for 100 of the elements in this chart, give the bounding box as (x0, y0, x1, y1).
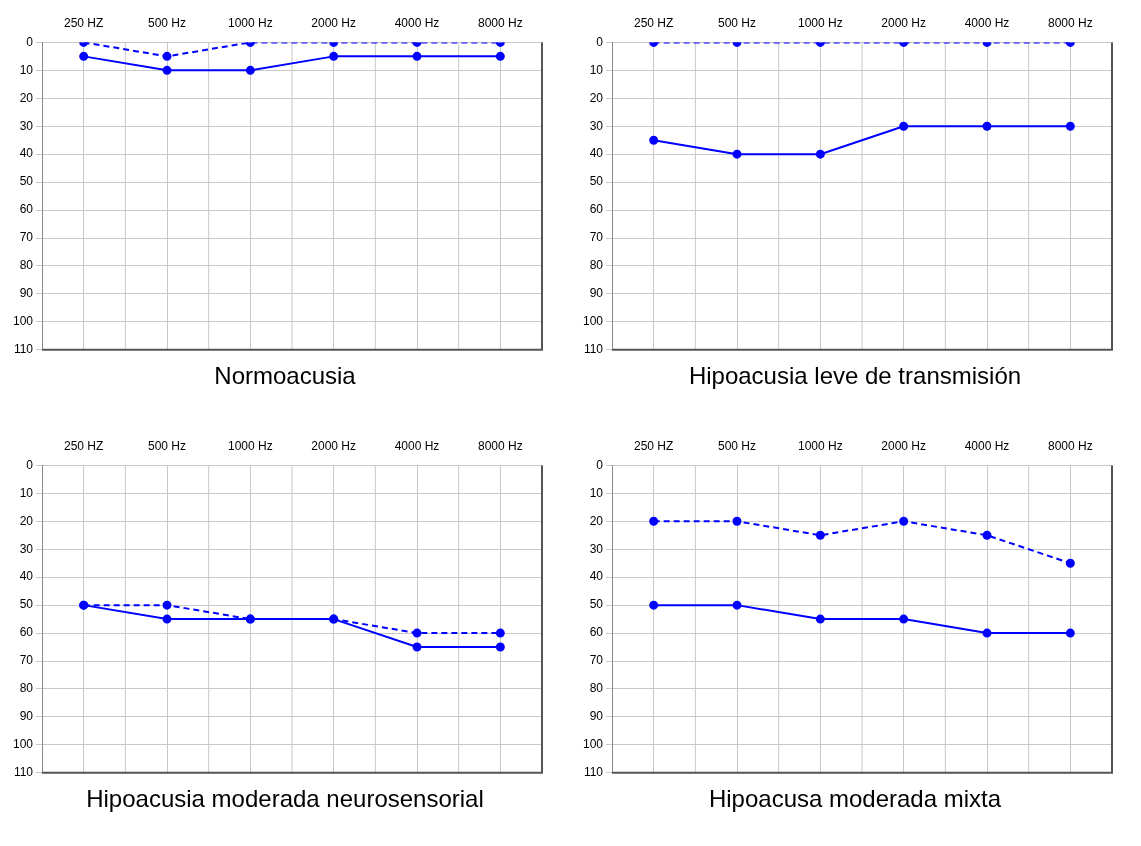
y-tick-label: 90 (589, 286, 604, 301)
y-tick-label: 80 (19, 258, 34, 273)
y-tick-label: 50 (589, 174, 604, 189)
y-tick-label: 60 (19, 625, 34, 640)
y-tick-label: 10 (19, 485, 34, 500)
y-tick-label: 100 (582, 314, 604, 329)
y-tick-label: 110 (13, 342, 34, 357)
y-tick-label: 0 (596, 457, 604, 472)
x-tick-label: 4000 Hz (964, 15, 1010, 30)
point (412, 642, 422, 652)
x-tick-label: 1000 Hz (227, 438, 273, 453)
x-tick-label: 250 HZ (634, 15, 674, 30)
y-tick-label: 80 (589, 681, 604, 696)
point (982, 530, 992, 540)
y-tick-label: 60 (589, 202, 604, 217)
y-tick-label: 40 (19, 146, 34, 161)
x-tick-label: 8000 Hz (1047, 438, 1093, 453)
text: Normoacusia (213, 362, 357, 390)
x-tick-label: 500 Hz (148, 438, 187, 453)
x-tick-label: 2000 Hz (881, 438, 927, 453)
x-tick-label: 250 HZ (64, 15, 104, 30)
y-tick-label: 80 (589, 258, 604, 273)
y-tick-label: 100 (12, 314, 34, 329)
point (982, 628, 992, 638)
y-tick-label: 0 (26, 34, 34, 49)
y-tick-label: 90 (19, 286, 34, 301)
y-tick-label: 20 (19, 90, 34, 105)
point (649, 135, 659, 145)
y-tick-label: 30 (19, 541, 34, 556)
point (162, 614, 172, 624)
y-tick-label: 60 (19, 202, 34, 217)
x-tick-label: 500 Hz (148, 15, 187, 30)
y-tick-label: 30 (589, 541, 604, 556)
y-tick-label: 110 (583, 342, 604, 357)
y-tick-label: 10 (589, 485, 604, 500)
y-tick-label: 30 (19, 118, 34, 133)
y-tick-label: 40 (19, 569, 34, 584)
y-tick-label: 10 (19, 62, 34, 77)
x-tick-label: 4000 Hz (394, 15, 440, 30)
y-tick-label: 20 (589, 90, 604, 105)
point (899, 614, 909, 624)
point (1065, 558, 1075, 568)
x-tick-label: 500 Hz (718, 15, 757, 30)
y-tick-label: 70 (19, 653, 34, 668)
x-tick-label: 2000 Hz (311, 15, 357, 30)
point (162, 600, 172, 610)
point (495, 642, 505, 652)
x-tick-label: 1000 Hz (797, 438, 843, 453)
y-tick-label: 50 (589, 597, 604, 612)
point (982, 121, 992, 131)
point (815, 614, 825, 624)
point (412, 628, 422, 638)
point (1065, 121, 1075, 131)
y-tick-label: 90 (589, 709, 604, 724)
x-tick-label: 8000 Hz (477, 438, 523, 453)
x-tick-label: 500 Hz (718, 438, 757, 453)
y-tick-label: 70 (589, 230, 604, 245)
point (815, 149, 825, 159)
y-tick-label: 40 (589, 569, 604, 584)
x-tick-label: 4000 Hz (964, 438, 1010, 453)
y-tick-label: 50 (19, 174, 34, 189)
x-tick-label: 1000 Hz (227, 15, 273, 30)
y-tick-label: 10 (589, 62, 604, 77)
y-tick-label: 0 (596, 34, 604, 49)
y-tick-label: 110 (583, 765, 604, 780)
x-tick-label: 250 HZ (634, 438, 674, 453)
y-tick-label: 50 (19, 597, 34, 612)
point (649, 600, 659, 610)
y-tick-label: 0 (26, 457, 34, 472)
y-tick-label: 110 (13, 765, 34, 780)
y-tick-label: 20 (19, 513, 34, 528)
x-tick-label: 1000 Hz (797, 15, 843, 30)
y-tick-label: 20 (589, 513, 604, 528)
y-tick-label: 80 (19, 681, 34, 696)
x-tick-label: 2000 Hz (311, 438, 357, 453)
x-tick-label: 8000 Hz (1047, 15, 1093, 30)
y-tick-label: 70 (19, 230, 34, 245)
x-tick-label: 4000 Hz (394, 438, 440, 453)
point (1065, 628, 1075, 638)
point (815, 530, 825, 540)
y-tick-label: 90 (19, 709, 34, 724)
point (649, 516, 659, 526)
point (899, 121, 909, 131)
y-tick-label: 100 (12, 737, 34, 752)
y-tick-label: 30 (589, 118, 604, 133)
point (732, 149, 742, 159)
text: Hipoacusa moderada mixta (707, 785, 1003, 813)
x-tick-label: 2000 Hz (881, 15, 927, 30)
x-tick-label: 250 HZ (64, 438, 104, 453)
y-tick-label: 40 (589, 146, 604, 161)
y-tick-label: 70 (589, 653, 604, 668)
x-tick-label: 8000 Hz (477, 15, 523, 30)
point (732, 600, 742, 610)
point (899, 516, 909, 526)
point (732, 516, 742, 526)
y-tick-label: 60 (589, 625, 604, 640)
text: Hipoacusia moderada neurosensorial (85, 785, 485, 813)
text: Hipoacusia leve de transmisión (687, 362, 1023, 390)
point (495, 628, 505, 638)
y-tick-label: 100 (582, 737, 604, 752)
